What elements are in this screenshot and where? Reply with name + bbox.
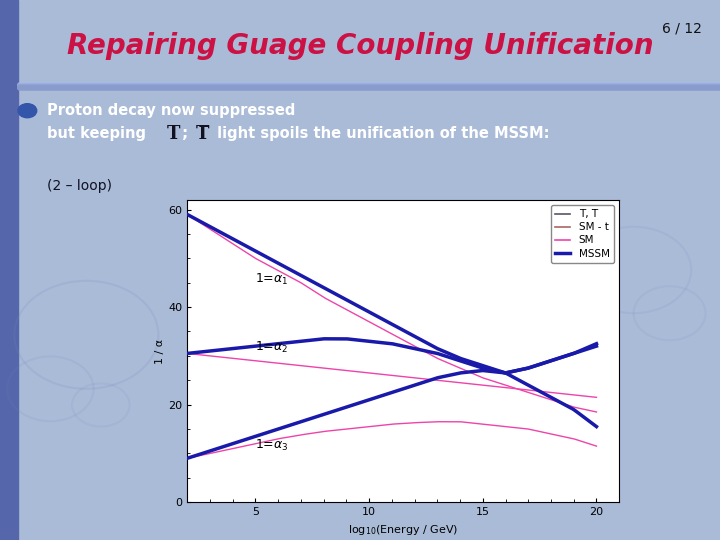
Circle shape [18, 104, 37, 118]
Bar [18, 84, 720, 87]
Text: light spoils the unification of the MSSM:: light spoils the unification of the MSSM… [212, 126, 550, 141]
Text: Proton decay now suppressed: Proton decay now suppressed [47, 103, 295, 118]
Bar [18, 84, 720, 87]
Bar [18, 85, 720, 87]
Bar [18, 86, 720, 89]
Bar [18, 86, 720, 89]
Text: 1=$\alpha_2$: 1=$\alpha_2$ [256, 340, 289, 355]
Text: T̅: T̅ [196, 125, 210, 143]
Bar [18, 86, 720, 89]
Bar [18, 84, 720, 87]
Legend: T, T̅, SM - t, SM, MSSM: T, T̅, SM - t, SM, MSSM [551, 205, 614, 263]
Bar [18, 84, 720, 87]
Text: Repairing Guage Coupling Unification: Repairing Guage Coupling Unification [67, 32, 653, 60]
Bar [18, 85, 720, 88]
Bar [18, 85, 720, 89]
Bar [18, 85, 720, 88]
Bar [18, 83, 720, 86]
Y-axis label: 1 / α: 1 / α [156, 339, 166, 363]
Text: 1=$\alpha_3$: 1=$\alpha_3$ [256, 437, 289, 453]
Bar [18, 84, 720, 86]
Bar [18, 84, 720, 87]
Bar [18, 84, 720, 87]
Bar [18, 85, 720, 88]
Bar [18, 85, 720, 87]
Bar [18, 83, 720, 86]
Bar [18, 85, 720, 87]
Text: 6 / 12: 6 / 12 [662, 22, 702, 36]
X-axis label: log$_{10}$(Energy / GeV): log$_{10}$(Energy / GeV) [348, 523, 458, 537]
Bar [18, 83, 720, 86]
Text: 1=$\alpha_1$: 1=$\alpha_1$ [256, 272, 289, 287]
Text: (2 – loop): (2 – loop) [47, 179, 112, 193]
Bar [18, 84, 720, 86]
Bar [18, 85, 720, 89]
Bar [18, 84, 720, 86]
Text: T: T [167, 125, 181, 143]
Text: ;: ; [182, 126, 189, 141]
Bar [18, 85, 720, 89]
Bar [18, 84, 720, 87]
Bar [18, 85, 720, 88]
Bar [18, 85, 720, 88]
Bar [18, 84, 720, 87]
Text: but keeping: but keeping [47, 126, 151, 141]
Bar [0, 0, 18, 540]
Bar [18, 86, 720, 89]
Bar [18, 86, 720, 89]
